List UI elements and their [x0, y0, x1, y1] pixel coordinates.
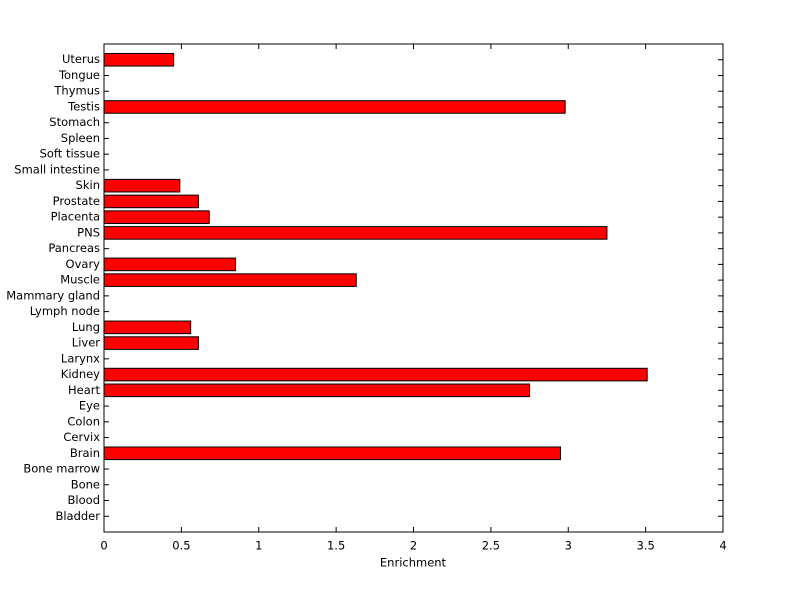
- y-tick-label: Blood: [68, 493, 100, 507]
- bar: [103, 367, 648, 382]
- x-tick-label: 4: [719, 539, 726, 553]
- y-tick-label: Bone marrow: [23, 462, 100, 476]
- bar: [103, 226, 608, 240]
- y-tick-label: Lymph node: [30, 304, 100, 318]
- x-axis-label: Enrichment: [380, 556, 447, 570]
- y-tick-label: Larynx: [61, 351, 100, 365]
- bar: [103, 320, 192, 335]
- bar: [103, 336, 199, 350]
- y-tick-label: Liver: [72, 336, 100, 350]
- y-tick-label: Small intestine: [14, 162, 100, 176]
- y-tick-label: Uterus: [62, 52, 100, 66]
- y-tick-label: Bladder: [55, 509, 100, 523]
- x-tick-label: 3.5: [636, 539, 654, 553]
- y-tick-label: Cervix: [63, 430, 100, 444]
- y-tick-label: Heart: [68, 383, 100, 397]
- x-tick-label: 1: [255, 539, 262, 553]
- x-tick-label: 2.5: [482, 539, 500, 553]
- y-tick-label: Ovary: [66, 257, 101, 271]
- y-tick-label: Colon: [67, 414, 100, 428]
- bar: [103, 178, 181, 193]
- x-tick-label: 0: [100, 539, 107, 553]
- bar: [103, 52, 175, 67]
- y-tick-label: PNS: [77, 225, 100, 239]
- y-tick-label: Stomach: [49, 115, 100, 129]
- bar: [103, 194, 199, 209]
- y-tick-label: Prostate: [53, 194, 100, 208]
- y-tick-label: Spleen: [61, 131, 100, 145]
- bar: [103, 273, 357, 287]
- bar: [103, 100, 566, 114]
- x-tick-label: 3: [565, 539, 572, 553]
- y-tick-label: Pancreas: [48, 241, 100, 255]
- y-tick-label: Bone: [71, 477, 100, 491]
- x-tick-label: 0.5: [172, 539, 190, 553]
- y-tick-label: Lung: [72, 320, 100, 334]
- y-tick-label: Mammary gland: [6, 288, 100, 302]
- y-tick-label: Kidney: [61, 367, 100, 381]
- y-tick-label: Skin: [76, 178, 100, 192]
- bar: [103, 383, 531, 398]
- y-tick-label: Testis: [67, 99, 100, 113]
- bar: [103, 257, 237, 272]
- y-tick-label: Brain: [70, 446, 100, 460]
- y-tick-label: Placenta: [51, 210, 100, 224]
- x-tick-label: 2: [410, 539, 417, 553]
- bar: [103, 210, 210, 224]
- y-tick-label: Thymus: [53, 84, 100, 98]
- y-tick-label: Eye: [79, 399, 100, 413]
- y-tick-label: Soft tissue: [40, 147, 100, 161]
- y-tick-label: Muscle: [60, 273, 100, 287]
- x-tick-label: 1.5: [327, 539, 345, 553]
- bar: [103, 446, 562, 461]
- y-tick-label: Tongue: [58, 68, 100, 82]
